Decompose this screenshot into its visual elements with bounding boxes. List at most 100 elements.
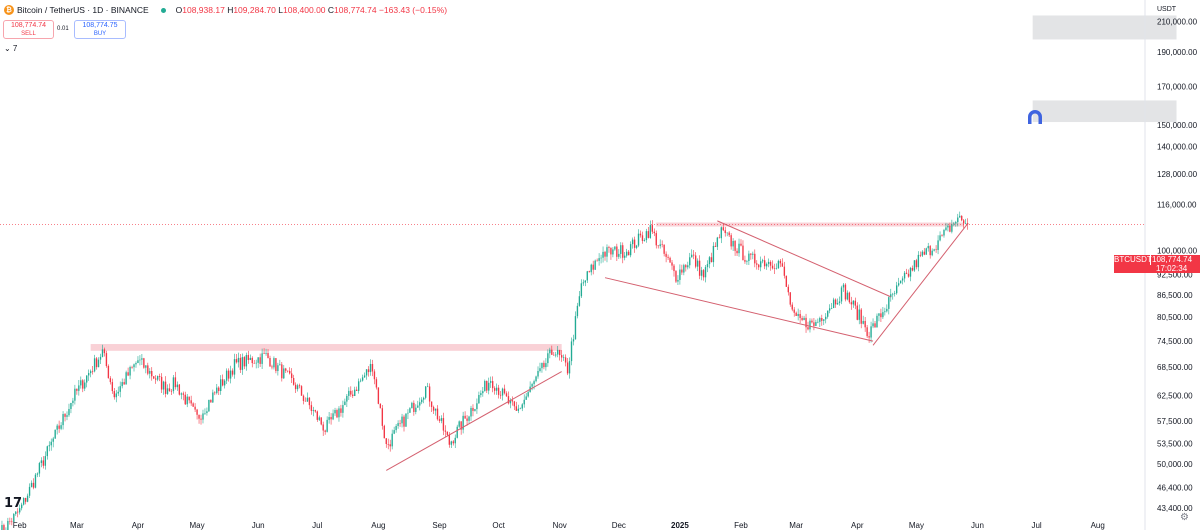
candle-body xyxy=(698,260,701,276)
time-tick-label: Jun xyxy=(971,521,984,530)
candle-body xyxy=(923,251,925,255)
candle xyxy=(596,258,598,262)
candle xyxy=(655,230,657,249)
candle-body xyxy=(34,474,37,488)
symbol-title[interactable]: Bitcoin / TetherUS · 1D · BINANCE xyxy=(17,5,149,15)
candle xyxy=(836,298,839,305)
time-tick-label: Oct xyxy=(492,521,505,530)
candle xyxy=(529,381,531,393)
candle xyxy=(683,263,685,276)
candle xyxy=(789,292,791,307)
candle xyxy=(594,259,596,271)
price-axis[interactable]: 210,000.00 190,000.00 170,000.00 150,000.00… xyxy=(1144,0,1198,530)
magnet-icon[interactable] xyxy=(1028,110,1042,124)
candle-body xyxy=(300,386,303,396)
candle xyxy=(631,237,634,249)
candle-body xyxy=(50,441,52,446)
candle-body xyxy=(919,254,922,256)
candle-body xyxy=(11,521,13,523)
candle-body xyxy=(677,279,679,282)
candle-body xyxy=(70,402,72,409)
sell-button[interactable]: 108,774.74 SELL xyxy=(3,20,54,39)
candle-body xyxy=(363,375,366,378)
time-axis[interactable]: Feb Mar Apr May Jun Jul Aug Sep Oct Nov Dec 2025 Feb… xyxy=(13,521,1105,530)
candle-body xyxy=(953,223,955,225)
candle xyxy=(884,307,886,316)
candle xyxy=(907,269,910,278)
candle xyxy=(78,380,80,396)
candle xyxy=(905,268,908,275)
candle-body xyxy=(633,239,636,248)
candle xyxy=(206,407,208,416)
candle-body xyxy=(352,394,354,397)
candle-body xyxy=(838,301,841,304)
candle xyxy=(338,406,340,422)
candle xyxy=(767,258,770,268)
candle-body xyxy=(196,409,198,415)
price-tick-label: 53,500.00 xyxy=(1157,439,1193,448)
candle-body xyxy=(941,235,943,236)
tradingview-logo-icon[interactable]: 17 xyxy=(4,496,23,511)
candle-body xyxy=(635,245,638,248)
candle-body xyxy=(791,304,793,310)
target-zones xyxy=(1032,15,1177,123)
candle-body xyxy=(261,353,263,364)
candle xyxy=(265,348,267,356)
candle-body xyxy=(174,377,177,388)
candle xyxy=(174,371,177,390)
candle xyxy=(84,379,86,392)
candle xyxy=(87,369,90,381)
candle-body xyxy=(901,278,904,281)
candle-body xyxy=(423,397,425,400)
candle-body xyxy=(531,384,533,387)
buy-button[interactable]: 108,774.75 BUY xyxy=(74,20,126,39)
candle-body xyxy=(797,313,799,316)
candle xyxy=(190,395,192,406)
candle-body xyxy=(777,260,780,269)
candle-body xyxy=(957,217,959,223)
candle-body xyxy=(683,265,685,273)
candle-body xyxy=(283,368,285,379)
candle xyxy=(549,347,551,359)
candle xyxy=(300,385,303,396)
candle-body xyxy=(292,377,295,385)
trendlines[interactable] xyxy=(386,220,969,471)
candle xyxy=(42,456,45,469)
candle xyxy=(91,366,94,375)
candle xyxy=(54,429,56,440)
candle xyxy=(708,255,711,269)
candle xyxy=(60,422,62,431)
candle-body xyxy=(19,508,21,513)
candle xyxy=(290,368,293,383)
candle-body xyxy=(419,402,421,406)
candle xyxy=(7,517,9,530)
candle-body xyxy=(296,385,299,390)
candle xyxy=(464,411,466,419)
candle-body xyxy=(476,403,478,410)
candle xyxy=(671,260,673,270)
candle xyxy=(602,246,604,263)
currency-label[interactable]: USDT xyxy=(1157,6,1177,13)
candle-body xyxy=(308,397,311,406)
indicators-toggle[interactable]: ⌄ 7 xyxy=(4,44,18,53)
candle xyxy=(267,349,269,359)
candle-body xyxy=(604,251,606,257)
candle-body xyxy=(939,235,941,241)
candle xyxy=(763,255,766,270)
target-box xyxy=(1032,100,1177,123)
gear-icon[interactable]: ⚙ xyxy=(1180,512,1189,523)
candle-body xyxy=(111,382,114,392)
price-tick-label: 50,000.00 xyxy=(1157,460,1193,469)
candle xyxy=(356,386,358,391)
candle-body xyxy=(387,443,389,445)
candle-body xyxy=(909,267,912,277)
candle-body xyxy=(805,317,807,328)
candle-body xyxy=(361,377,364,381)
candle-body xyxy=(895,285,898,294)
candle xyxy=(616,243,618,261)
candle-body xyxy=(955,222,957,224)
candle xyxy=(651,220,654,234)
candle xyxy=(675,269,677,284)
candle xyxy=(696,258,699,272)
